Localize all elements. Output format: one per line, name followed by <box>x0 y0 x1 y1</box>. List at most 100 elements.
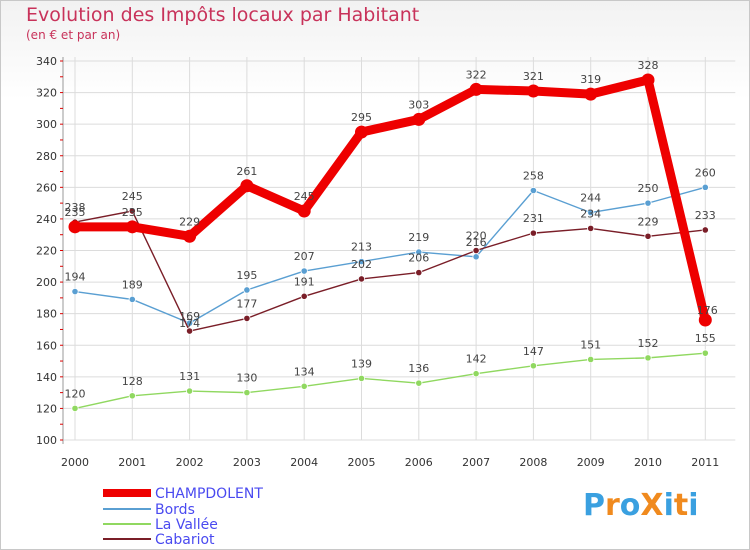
data-label: 194 <box>65 271 86 284</box>
y-tick-label: 200 <box>36 276 57 289</box>
data-label: 169 <box>179 310 200 323</box>
y-tick-label: 220 <box>36 245 57 258</box>
data-label: 155 <box>695 332 716 345</box>
x-tick-label: 2002 <box>176 456 204 469</box>
data-label: 295 <box>351 111 372 124</box>
data-label: 213 <box>351 241 372 254</box>
data-point <box>240 179 254 193</box>
data-label: 238 <box>65 201 86 214</box>
data-point <box>186 327 194 335</box>
data-point <box>641 73 655 87</box>
data-point <box>183 229 197 243</box>
data-point <box>644 232 652 240</box>
data-point <box>415 269 423 277</box>
data-label: 229 <box>179 215 200 228</box>
data-label: 216 <box>466 236 487 249</box>
legend-label: Bords <box>155 502 195 518</box>
data-point <box>300 292 308 300</box>
data-label: 207 <box>294 250 315 263</box>
legend-label: CHAMPDOLENT <box>155 486 263 502</box>
data-label: 250 <box>638 182 659 195</box>
x-tick-label: 2005 <box>348 456 376 469</box>
logo-letter: i <box>663 488 674 523</box>
y-tick-label: 180 <box>36 308 57 321</box>
data-point <box>469 82 483 96</box>
series-line <box>70 75 710 325</box>
data-point <box>300 267 308 275</box>
data-point <box>415 379 423 387</box>
data-label: 195 <box>236 269 257 282</box>
data-label: 319 <box>580 73 601 86</box>
data-point <box>412 112 426 126</box>
data-point <box>243 389 251 397</box>
data-label: 202 <box>351 258 372 271</box>
data-label: 303 <box>408 98 429 111</box>
data-label: 142 <box>466 353 487 366</box>
data-point <box>128 295 136 304</box>
x-tick-label: 2006 <box>405 456 433 469</box>
data-label: 245 <box>122 190 143 203</box>
legend-label: Cabariot <box>155 532 215 548</box>
y-tick-label: 100 <box>36 434 57 447</box>
data-point <box>243 314 251 323</box>
data-point <box>698 313 712 327</box>
chart-title: Evolution des Impôts locaux par Habitant <box>26 4 420 26</box>
series-line <box>74 352 706 410</box>
data-label: 261 <box>236 165 257 178</box>
data-point <box>587 355 595 364</box>
x-tick-label: 2011 <box>691 456 719 469</box>
series-line <box>74 210 706 332</box>
x-tick-label: 2000 <box>61 456 89 469</box>
data-point <box>587 224 595 232</box>
data-label: 139 <box>351 357 372 370</box>
data-label: 131 <box>179 370 200 383</box>
data-label: 219 <box>408 231 429 244</box>
data-label: 260 <box>695 166 716 179</box>
logo-letter: o <box>619 488 641 523</box>
data-label: 235 <box>122 206 143 219</box>
data-label: 321 <box>523 70 544 83</box>
data-point <box>71 287 79 296</box>
data-label: 176 <box>697 304 718 317</box>
data-point <box>701 226 709 234</box>
proxiti-logo: ProXiti <box>583 488 699 523</box>
data-label: 258 <box>523 169 544 182</box>
data-point <box>68 220 82 234</box>
data-label: 244 <box>580 192 601 205</box>
data-point <box>125 220 139 234</box>
data-label: 151 <box>580 338 601 351</box>
series-line <box>74 186 706 324</box>
data-point <box>415 248 423 256</box>
data-point <box>472 253 480 261</box>
data-point <box>472 370 480 378</box>
data-label: 120 <box>65 387 86 400</box>
data-point <box>644 354 652 362</box>
data-label: 189 <box>122 278 143 291</box>
x-tick-label: 2003 <box>233 456 261 469</box>
logo-letter: P <box>583 488 605 523</box>
y-tick-label: 320 <box>36 87 57 100</box>
y-tick-label: 340 <box>36 55 57 68</box>
y-tick-label: 120 <box>36 402 57 415</box>
data-point <box>128 392 136 400</box>
data-label: 234 <box>580 207 601 220</box>
data-point <box>701 183 709 191</box>
data-label: 245 <box>294 190 315 203</box>
data-point <box>297 204 311 218</box>
y-tick-label: 240 <box>36 213 57 226</box>
data-point <box>71 404 79 413</box>
data-point <box>186 387 194 395</box>
legend-label: La Vallée <box>155 517 218 533</box>
data-label: 233 <box>695 209 716 222</box>
y-tick-label: 160 <box>36 339 57 352</box>
data-point <box>357 257 366 266</box>
data-point <box>587 209 595 217</box>
data-label: 229 <box>638 215 659 228</box>
data-label: 147 <box>523 345 544 358</box>
x-tick-label: 2007 <box>462 456 490 469</box>
chart-subtitle: (en € et par an) <box>26 28 121 42</box>
data-point <box>644 199 652 207</box>
data-label: 134 <box>294 365 315 378</box>
data-point <box>128 207 136 215</box>
